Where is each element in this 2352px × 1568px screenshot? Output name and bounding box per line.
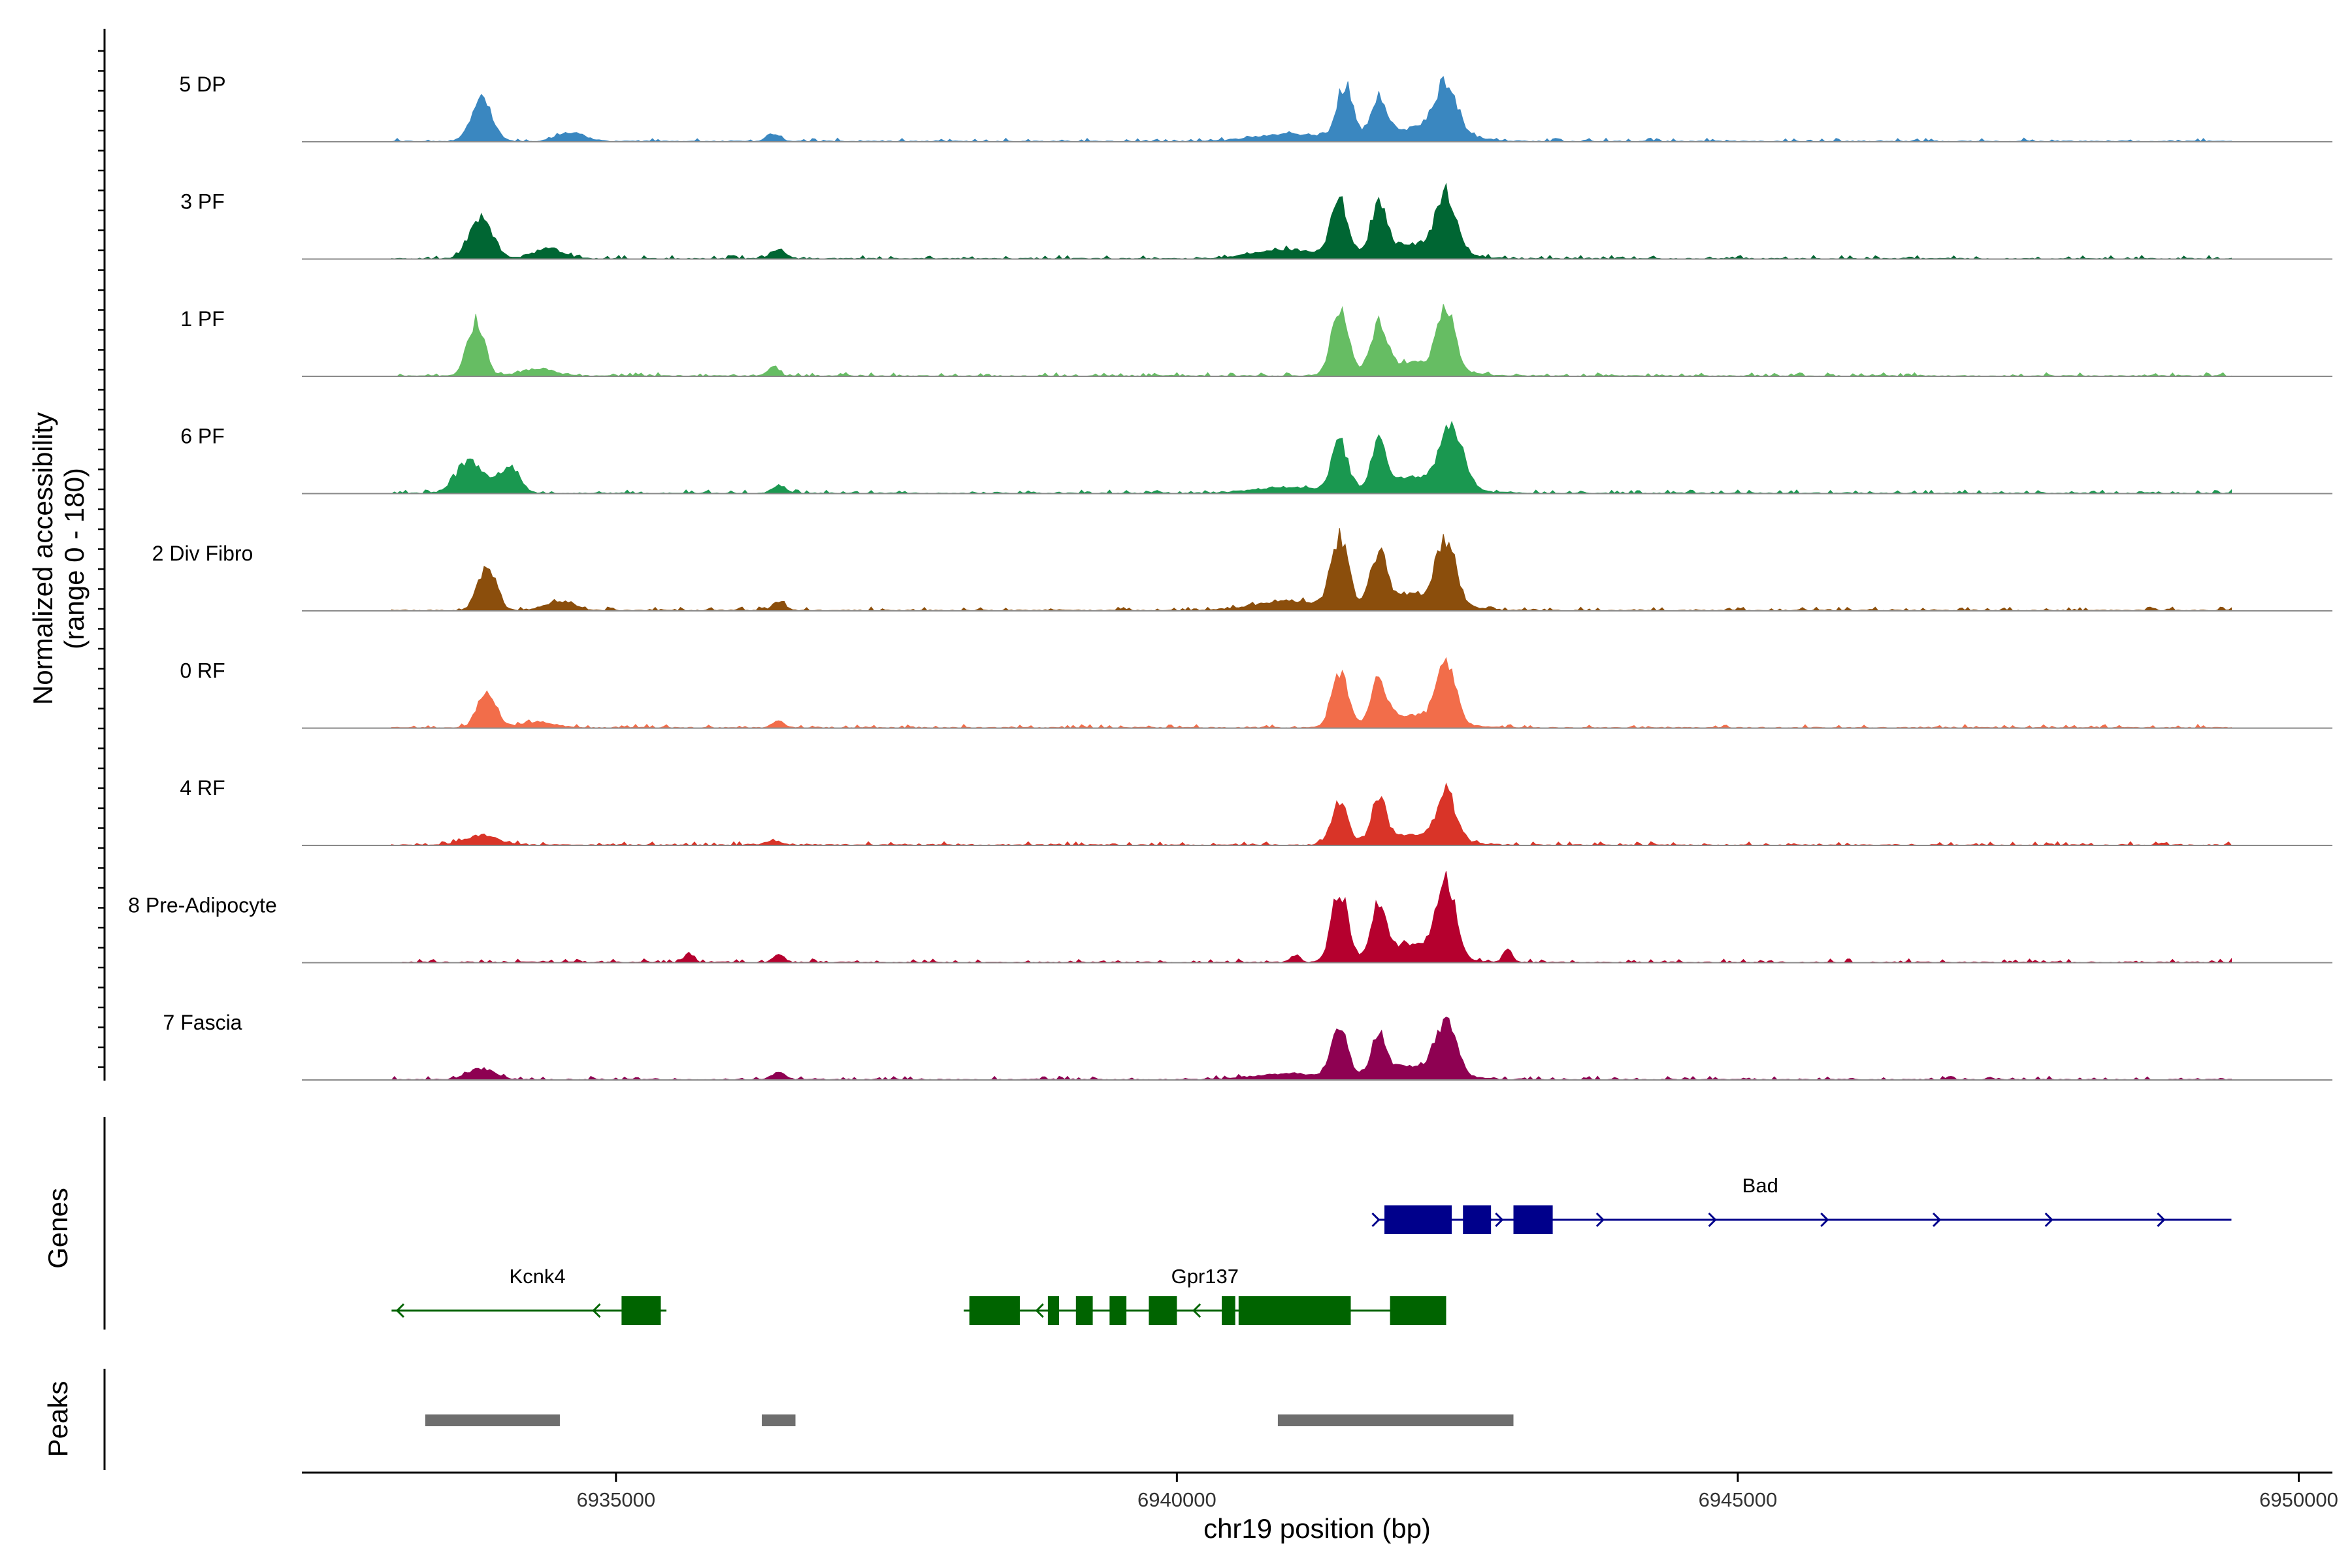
gene-annotation-track: Bad Kcnk4 Gpr137	[391, 1174, 2232, 1325]
gene-exon	[1222, 1296, 1235, 1325]
coverage-track: 8 Pre-Adipocyte	[128, 871, 2332, 964]
strand-arrow	[592, 1303, 601, 1318]
gene-exon	[1149, 1296, 1177, 1325]
coverage-track: 5 DP	[179, 73, 2332, 142]
track-label: 4 RF	[180, 776, 225, 800]
strand-arrow	[1932, 1212, 1942, 1228]
peaks-panel-label: Peaks	[42, 1381, 73, 1458]
coverage-y-ticks	[98, 50, 105, 1068]
strand-arrow	[1595, 1212, 1605, 1228]
gene-label: Kcnk4	[510, 1265, 566, 1288]
x-tick-label: 6940000	[1137, 1488, 1217, 1511]
track-label: 7 Fascia	[163, 1011, 242, 1034]
gene-exon	[1390, 1296, 1446, 1325]
coverage-area	[390, 420, 2232, 495]
x-tick-label: 6950000	[2259, 1488, 2338, 1511]
gene-exon	[1047, 1296, 1060, 1325]
gene-model: Kcnk4	[391, 1265, 667, 1325]
strand-arrow	[2044, 1212, 2053, 1228]
coverage-area	[391, 782, 2232, 846]
strand-arrow	[1495, 1212, 1504, 1228]
track-label: 2 Div Fibro	[152, 542, 253, 565]
gene-exon	[1513, 1205, 1553, 1234]
coverage-area	[391, 76, 2232, 142]
strand-arrow	[1708, 1212, 1717, 1228]
track-label: 8 Pre-Adipocyte	[128, 894, 277, 917]
peak-regions-track	[425, 1414, 1514, 1426]
peak-region	[425, 1414, 560, 1426]
coverage-track: 1 PF	[180, 304, 2332, 377]
strand-arrow	[1820, 1212, 1829, 1228]
peak-region	[762, 1414, 796, 1426]
track-label: 5 DP	[179, 73, 225, 96]
track-label: 0 RF	[180, 659, 225, 683]
coverage-area	[391, 182, 2232, 260]
coverage-track: 2 Div Fibro	[152, 528, 2332, 612]
strand-arrow	[2157, 1212, 2166, 1228]
coverage-area	[391, 871, 2232, 964]
x-axis-title: chr19 position (bp)	[1203, 1513, 1431, 1544]
coverage-tracks: 5 DP 3 PF 1 PF 6 PF 2 Div Fibro 0 RF 4 RF 8 Pre…	[128, 73, 2332, 1081]
gene-label: Bad	[1742, 1174, 1778, 1197]
x-tick-label: 6935000	[576, 1488, 655, 1511]
gene-label: Gpr137	[1171, 1265, 1239, 1288]
peak-region	[1277, 1414, 1514, 1426]
track-label: 6 PF	[180, 425, 225, 448]
gene-exon	[1109, 1296, 1127, 1325]
gene-exon	[1463, 1205, 1492, 1234]
track-label: 3 PF	[180, 190, 225, 214]
strand-arrow	[1371, 1212, 1380, 1228]
track-label: 1 PF	[180, 307, 225, 331]
x-tick-label: 6945000	[1699, 1488, 1778, 1511]
coverage-area	[391, 1017, 2232, 1081]
coverage-area	[391, 528, 2232, 612]
coverage-area	[391, 657, 2232, 729]
gene-exon	[621, 1296, 661, 1325]
y-axis-title: Normalized accessibility	[27, 412, 58, 705]
coverage-area	[391, 304, 2232, 377]
coverage-track: 4 RF	[180, 776, 2332, 846]
gene-model: Gpr137	[964, 1265, 1446, 1325]
y-axis-range-label: (range 0 - 180)	[59, 468, 90, 649]
strand-arrow	[1192, 1303, 1201, 1318]
coverage-track: 7 Fascia	[163, 1011, 2332, 1081]
genes-panel-label: Genes	[42, 1188, 73, 1269]
strand-arrow	[1035, 1303, 1044, 1318]
gene-exon	[1384, 1205, 1452, 1234]
gene-exon	[969, 1296, 1020, 1325]
coverage-track: 3 PF	[180, 182, 2332, 260]
coverage-track: 0 RF	[180, 657, 2332, 729]
gene-model: Bad	[1371, 1174, 2232, 1234]
coverage-track: 6 PF	[180, 420, 2332, 495]
gene-exon	[1238, 1296, 1351, 1325]
gene-exon	[1075, 1296, 1093, 1325]
strand-arrow	[395, 1303, 405, 1318]
x-axis-ticks: 6935000 6940000 6945000 6950000	[576, 1473, 2338, 1511]
